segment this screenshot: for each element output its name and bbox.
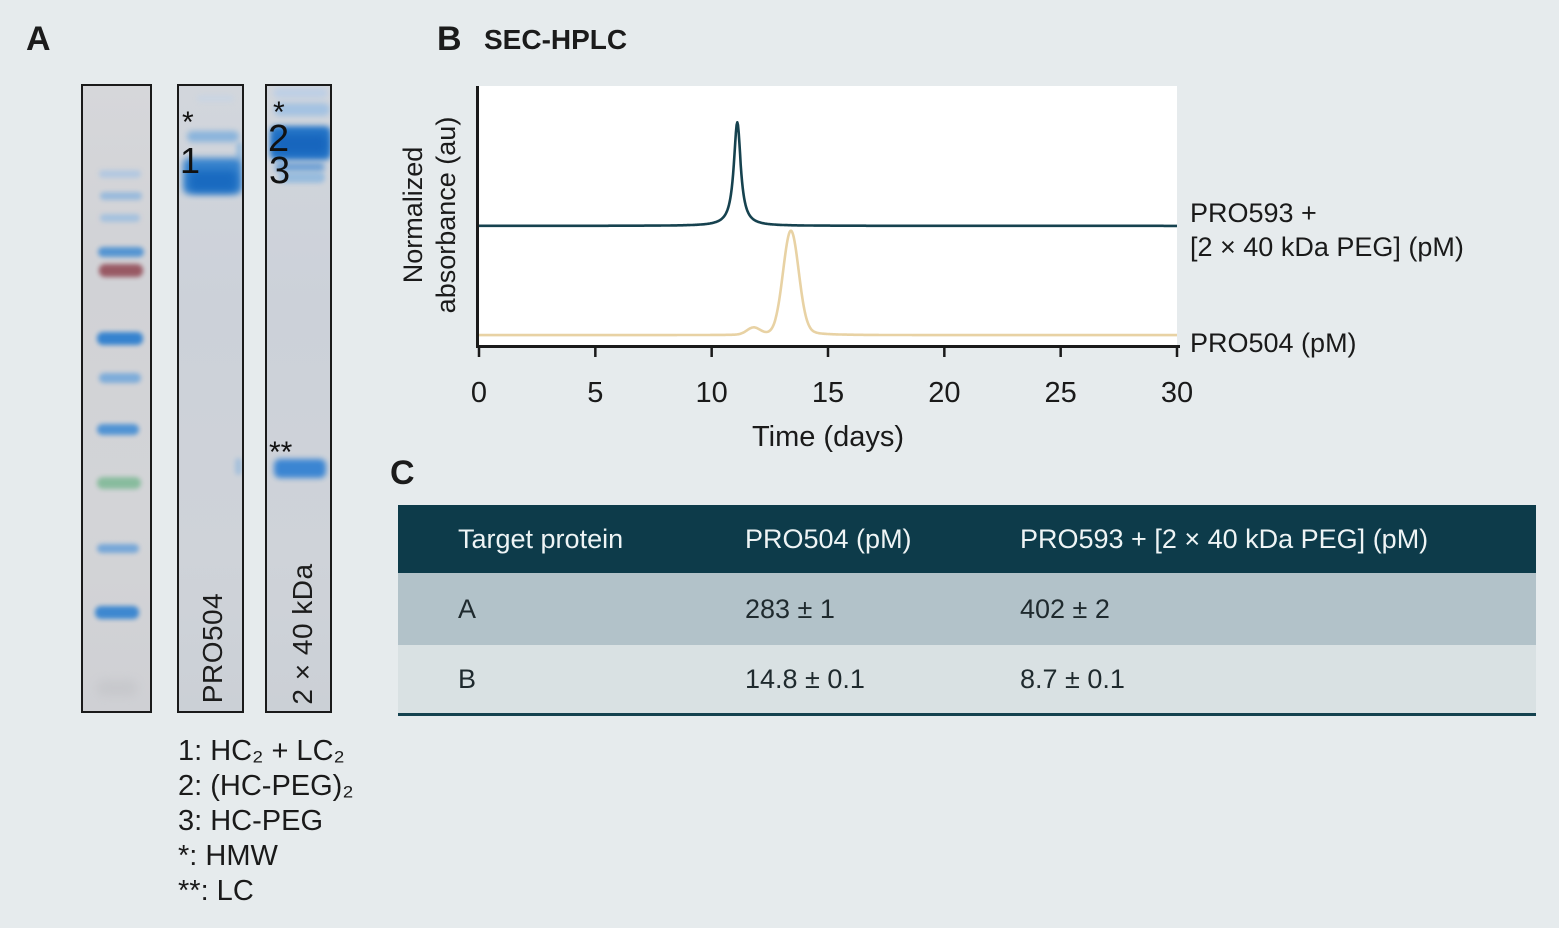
x-axis-tick — [477, 348, 481, 357]
y-axis-spine — [476, 86, 479, 348]
panel-a-label: A — [26, 20, 51, 58]
gel-band — [274, 103, 330, 116]
table-header-cell: PRO593 + [2 × 40 kDa PEG] (pM) — [960, 505, 1536, 573]
results-table-body: A 283 ± 1 402 ± 2 B 14.8 ± 0.1 8.7 ± 0.1 — [398, 573, 1536, 716]
gel-band — [275, 134, 327, 154]
gel-band — [97, 424, 139, 435]
x-axis-spine — [476, 345, 1180, 348]
gel-band-annotation: 2 — [268, 118, 290, 160]
table-cell: A — [398, 573, 685, 645]
gel-band — [100, 192, 142, 200]
x-axis-tick-label: 20 — [928, 377, 960, 409]
gel-band — [275, 162, 325, 172]
panel-b-label: B — [437, 20, 462, 58]
table-row: A 283 ± 1 402 ± 2 — [398, 573, 1536, 645]
trace-label-pro504: PRO504 (pM) — [1190, 326, 1357, 360]
table-cell: 14.8 ± 0.1 — [685, 645, 960, 716]
trace-label-pro504-line1: PRO504 (pM) — [1190, 328, 1357, 358]
sec-hplc-chart: 0 5 10 15 20 25 30 Time (days) — [471, 86, 1193, 453]
gel-band — [95, 606, 139, 619]
gel-band — [274, 459, 326, 478]
y-axis-label-line1: Normalized — [398, 146, 428, 284]
table-header-cell: PRO504 (pM) — [685, 505, 960, 573]
panel-c-label: C — [390, 454, 415, 492]
gel-legend-item: *: HMW — [178, 840, 278, 872]
trace-pro593-peg — [478, 121, 1178, 228]
gel-band — [100, 214, 140, 222]
gel-band — [98, 247, 144, 257]
gel-band — [189, 170, 237, 192]
table-row: B 14.8 ± 0.1 8.7 ± 0.1 — [398, 645, 1536, 716]
x-axis-title: Time (days) — [752, 421, 904, 453]
gel-band — [279, 172, 325, 183]
gel-band-annotation: ** — [269, 436, 293, 469]
gel-legend-item: 3: HC-PEG — [178, 805, 324, 837]
table-cell: B — [398, 645, 685, 716]
x-axis-tick-label: 25 — [1045, 377, 1077, 409]
gel-band — [197, 95, 234, 102]
table-header-row: Target protein PRO504 (pM) PRO593 + [2 × 4… — [398, 505, 1536, 573]
gel-band — [99, 264, 143, 277]
table-header-cell: Target protein — [398, 505, 685, 573]
trace-pro504 — [478, 229, 1178, 337]
gel-band — [99, 373, 141, 383]
x-axis-tick — [594, 348, 597, 357]
table-cell: 402 ± 2 — [960, 573, 1536, 645]
gel-band — [273, 88, 328, 98]
gel-lane-ladder — [81, 84, 152, 713]
gel-band-annotation: 3 — [269, 150, 291, 192]
gel-lane-label: 2 × 40 kDa — [287, 563, 318, 705]
x-axis-tick-label: 0 — [471, 377, 487, 409]
y-axis-label-line2: absorbance (au) — [431, 116, 461, 314]
plot-area — [479, 86, 1177, 345]
x-axis-tick-label: 10 — [696, 377, 728, 409]
gel-legend-item: 1: HC₂ + LC₂ — [178, 735, 345, 767]
gel-legend-item: **: LC — [178, 875, 254, 907]
gel-band — [99, 170, 141, 178]
gel-band-legend: 1: HC₂ + LC₂ 2: (HC-PEG)₂ 3: HC-PEG *: HMW *… — [178, 734, 354, 909]
gel-lane-pro504: * 1 PRO504 — [177, 84, 244, 713]
gel-band-annotation: 1 — [180, 140, 201, 181]
x-axis-tick — [1175, 348, 1179, 357]
gel-band — [236, 142, 242, 160]
gel-band — [235, 458, 242, 475]
x-axis-tick — [826, 348, 830, 357]
table-cell: 283 ± 1 — [685, 573, 960, 645]
gel-band — [97, 544, 139, 553]
panel-b-title: SEC-HPLC — [484, 24, 628, 55]
results-table-head: Target protein PRO504 (pM) PRO593 + [2 × 4… — [398, 505, 1536, 573]
trace-label-pro593-line2: [2 × 40 kDa PEG] (pM) — [1190, 232, 1464, 262]
gel-band — [97, 680, 137, 696]
gel-band-annotation: * — [273, 96, 285, 129]
x-axis-tick — [710, 348, 713, 357]
gel-lane-peg-2x40: * 2 3 ** 2 × 40 kDa — [265, 84, 332, 713]
table-cell: 8.7 ± 0.1 — [960, 645, 1536, 716]
gel-band — [97, 477, 141, 489]
gel-band-annotation: * — [182, 106, 194, 139]
x-axis-tick — [943, 348, 946, 357]
gel-band — [97, 332, 143, 345]
gel-legend-item: 2: (HC-PEG)₂ — [178, 770, 354, 802]
x-axis-tick-label: 30 — [1161, 377, 1193, 409]
results-table: Target protein PRO504 (pM) PRO593 + [2 × 4… — [398, 505, 1536, 716]
y-axis-label: Normalized absorbance (au) — [397, 117, 463, 314]
x-axis-tick — [1059, 348, 1062, 357]
trace-label-pro593-line1: PRO593 + — [1190, 198, 1317, 228]
x-axis-tick-label: 5 — [587, 377, 603, 409]
x-axis-tick-label: 15 — [812, 377, 844, 409]
gel-lane-label: PRO504 — [197, 592, 228, 704]
trace-label-pro593-peg: PRO593 + [2 × 40 kDa PEG] (pM) — [1190, 196, 1464, 264]
gel-band — [187, 131, 239, 142]
